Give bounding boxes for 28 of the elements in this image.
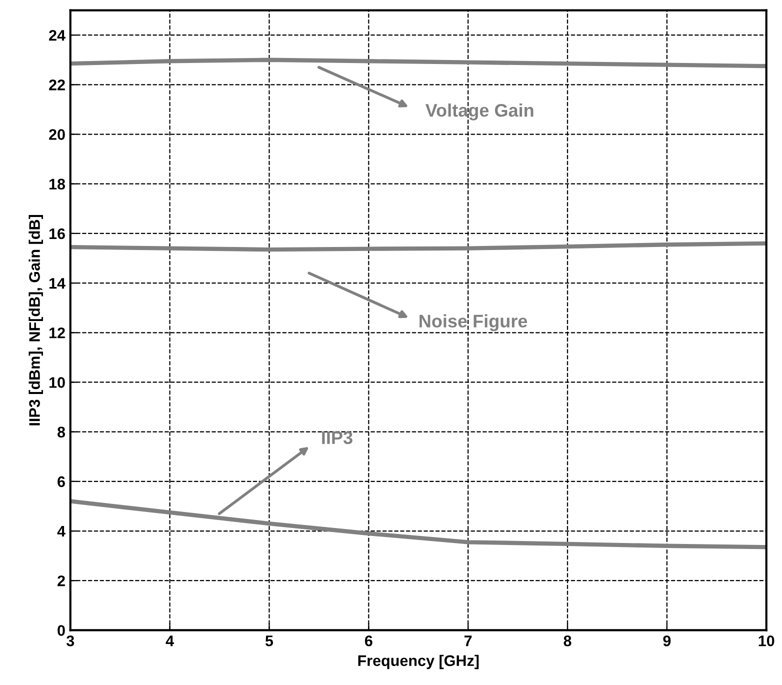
y-tick-label: 24 [49,30,66,41]
x-tick-label: 7 [464,636,472,646]
annotation: Voltage Gain [425,103,534,120]
y-tick-label: 10 [49,377,65,388]
x-axis-title: Frequency [GHz] [358,654,479,670]
y-axis-title: IIP3 [dBm], NF[dB], Gain [dB] [28,215,43,426]
x-tick-label: 10 [758,635,774,646]
y-tick-label: 2 [58,575,65,586]
y-tick-label: 4 [57,526,66,537]
x-tick-label: 5 [265,636,274,646]
annotation: IIP3 [322,431,352,444]
x-tick-label: 6 [364,635,372,646]
x-tick-label: 8 [564,635,572,646]
y-tick-label: 18 [49,178,66,190]
x-tick-label: 9 [663,635,671,646]
annotation: Noise Figure [420,314,528,332]
line-series [70,58,766,68]
x-tick-label: 3 [66,635,74,646]
y-tick-label: 16 [49,228,65,240]
y-tick-label: 8 [58,426,66,438]
line-series [70,241,766,252]
x-tick-label: 4 [166,636,174,646]
y-tick-label: 14 [49,278,66,289]
y-tick-label: 0 [58,625,65,636]
y-tick-label: 22 [49,80,65,90]
y-tick-label: 6 [58,476,65,488]
y-tick-label: 12 [49,328,65,338]
y-tick-label: 20 [49,129,65,140]
